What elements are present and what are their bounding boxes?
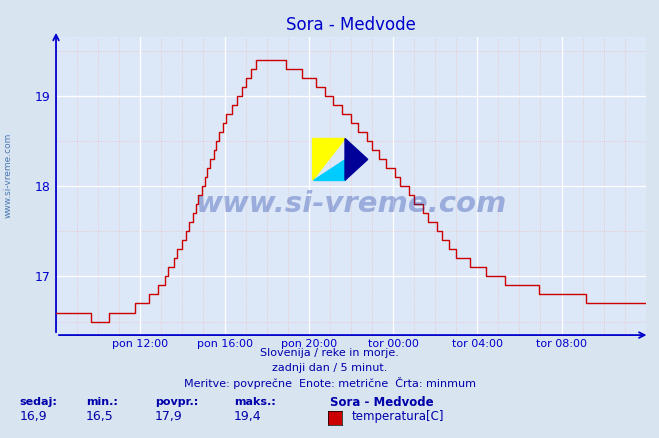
Polygon shape	[345, 138, 368, 180]
Text: sedaj:: sedaj:	[20, 397, 57, 407]
Title: Sora - Medvode: Sora - Medvode	[286, 16, 416, 34]
Text: maks.:: maks.:	[234, 397, 275, 407]
Text: povpr.:: povpr.:	[155, 397, 198, 407]
Text: 16,5: 16,5	[86, 410, 113, 424]
Text: 17,9: 17,9	[155, 410, 183, 424]
Text: www.si-vreme.com: www.si-vreme.com	[195, 190, 507, 218]
Text: temperatura[C]: temperatura[C]	[352, 410, 444, 424]
Text: Slovenija / reke in morje.: Slovenija / reke in morje.	[260, 348, 399, 357]
Text: min.:: min.:	[86, 397, 117, 407]
Polygon shape	[312, 138, 345, 180]
Text: 19,4: 19,4	[234, 410, 262, 424]
Text: www.si-vreme.com: www.si-vreme.com	[3, 133, 13, 218]
Text: Sora - Medvode: Sora - Medvode	[330, 396, 433, 409]
Polygon shape	[312, 159, 345, 180]
Text: 16,9: 16,9	[20, 410, 47, 424]
Text: Meritve: povprečne  Enote: metrične  Črta: minmum: Meritve: povprečne Enote: metrične Črta:…	[183, 377, 476, 389]
Text: zadnji dan / 5 minut.: zadnji dan / 5 minut.	[272, 363, 387, 373]
